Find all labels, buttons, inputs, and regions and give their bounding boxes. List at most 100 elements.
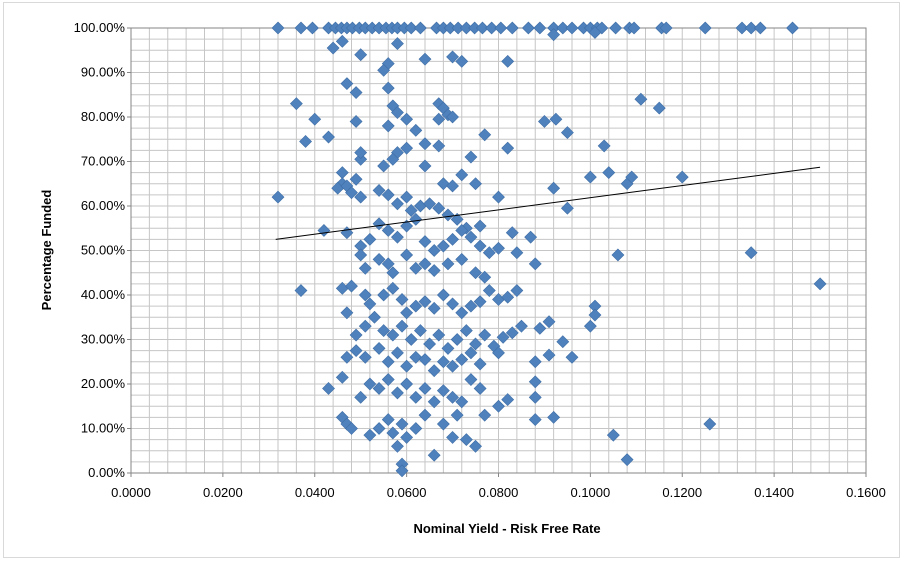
data-point <box>409 123 423 137</box>
data-point <box>391 37 404 50</box>
data-point <box>409 422 423 435</box>
data-point <box>395 464 409 478</box>
data-point <box>744 246 758 260</box>
data-point <box>786 21 799 35</box>
data-point <box>381 224 395 237</box>
data-point <box>556 21 570 35</box>
data-point <box>478 128 492 142</box>
x-tick-label: 0.0200 <box>203 485 243 500</box>
data-point <box>271 190 285 204</box>
data-point <box>409 350 423 364</box>
data-point <box>556 335 570 349</box>
data-point <box>363 232 377 246</box>
data-point <box>349 86 363 99</box>
data-point <box>505 326 519 340</box>
data-point <box>547 410 561 424</box>
data-point <box>271 21 285 35</box>
data-point <box>478 408 492 422</box>
data-point <box>381 413 395 427</box>
x-tick-label: 0.1400 <box>754 485 794 500</box>
data-point <box>413 324 427 338</box>
data-point <box>427 448 441 462</box>
data-point <box>528 375 542 389</box>
data-point <box>423 337 437 351</box>
data-point <box>418 295 432 309</box>
data-point <box>404 21 418 35</box>
x-axis-title: Nominal Yield - Risk Free Rate <box>413 521 600 536</box>
y-tick-label: 40.00% <box>81 287 126 302</box>
data-point <box>432 112 446 126</box>
data-point <box>501 393 515 406</box>
data-point <box>542 348 556 362</box>
data-point <box>533 21 547 35</box>
y-tick-label: 60.00% <box>81 198 126 213</box>
data-point <box>560 201 574 215</box>
data-point <box>381 119 395 133</box>
data-point <box>294 284 308 297</box>
data-point <box>317 224 331 237</box>
data-point <box>400 377 414 391</box>
data-point <box>372 422 386 435</box>
data-point <box>597 139 611 153</box>
data-point <box>505 226 519 240</box>
data-point <box>349 172 363 186</box>
data-point <box>436 417 450 431</box>
data-point <box>446 232 459 246</box>
data-point <box>446 359 459 373</box>
data-point <box>583 170 597 184</box>
data-point <box>400 430 414 444</box>
data-point <box>354 390 368 404</box>
data-point <box>418 408 432 422</box>
y-tick-label: 10.00% <box>81 421 126 436</box>
data-point <box>528 413 542 427</box>
data-point <box>441 341 455 355</box>
data-point <box>368 310 381 324</box>
data-point <box>404 204 418 217</box>
data-point <box>377 63 391 77</box>
data-point <box>441 257 455 271</box>
data-point <box>400 359 414 373</box>
data-point <box>391 197 404 211</box>
data-point <box>363 377 377 391</box>
data-point <box>473 382 487 395</box>
data-point <box>381 355 395 369</box>
y-tick-label: 20.00% <box>81 376 126 391</box>
x-tick-label: 0.0800 <box>479 485 519 500</box>
data-point <box>464 150 478 164</box>
data-point <box>377 288 391 302</box>
data-point <box>478 328 492 342</box>
data-point <box>703 417 717 431</box>
data-point <box>455 353 469 366</box>
data-point <box>391 386 404 400</box>
data-point <box>446 50 459 64</box>
data-point <box>418 353 432 366</box>
data-point <box>372 217 386 231</box>
data-point <box>386 266 400 280</box>
data-point <box>515 319 528 333</box>
data-point <box>492 346 505 360</box>
data-point <box>418 257 432 271</box>
data-point <box>588 26 602 39</box>
data-point <box>446 297 459 311</box>
data-point <box>354 146 368 160</box>
data-point <box>464 299 478 313</box>
data-point <box>473 295 487 309</box>
data-point <box>395 319 409 333</box>
data-point <box>565 350 579 364</box>
data-point <box>381 257 395 271</box>
trendline <box>275 166 821 240</box>
data-point <box>400 219 414 233</box>
data-point <box>436 384 450 398</box>
data-point <box>418 159 432 173</box>
data-point <box>391 230 404 244</box>
data-point <box>436 288 450 302</box>
data-point <box>609 21 623 35</box>
x-tick-label: 0.1000 <box>570 485 610 500</box>
data-point <box>501 141 515 155</box>
data-point <box>404 333 418 346</box>
y-tick-label: 90.00% <box>81 65 126 80</box>
data-point <box>698 21 712 35</box>
data-point <box>354 248 368 262</box>
data-point <box>753 21 767 35</box>
